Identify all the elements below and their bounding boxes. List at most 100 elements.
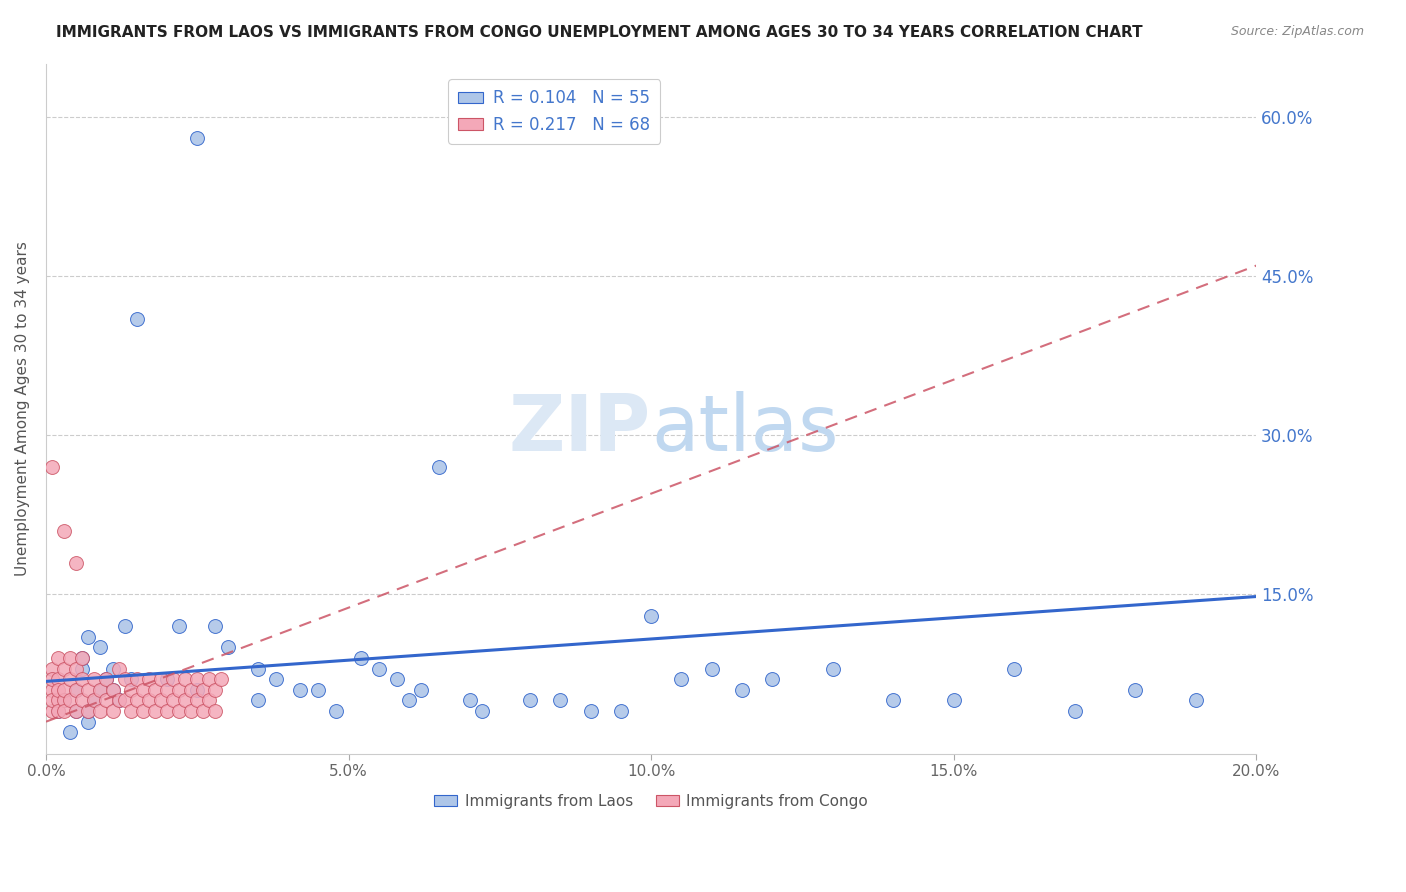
Point xyxy=(77,630,100,644)
Point xyxy=(53,704,76,718)
Point xyxy=(89,640,111,655)
Point xyxy=(731,682,754,697)
Point xyxy=(41,682,63,697)
Point xyxy=(167,682,190,697)
Point xyxy=(821,662,844,676)
Point xyxy=(156,673,179,687)
Point xyxy=(41,460,63,475)
Point xyxy=(65,704,87,718)
Point xyxy=(46,704,69,718)
Point xyxy=(186,682,208,697)
Point xyxy=(96,693,118,707)
Point xyxy=(174,693,197,707)
Point xyxy=(427,460,450,475)
Point xyxy=(193,704,215,718)
Point xyxy=(211,673,233,687)
Point xyxy=(186,693,208,707)
Point xyxy=(288,682,311,697)
Text: ZIP: ZIP xyxy=(509,392,651,467)
Point xyxy=(107,662,129,676)
Point xyxy=(65,556,87,570)
Point xyxy=(132,682,155,697)
Point xyxy=(350,651,373,665)
Point xyxy=(72,693,94,707)
Point xyxy=(53,682,76,697)
Point xyxy=(46,682,69,697)
Point xyxy=(101,662,124,676)
Point xyxy=(325,704,347,718)
Point xyxy=(143,704,166,718)
Point xyxy=(107,693,129,707)
Point xyxy=(411,682,433,697)
Point xyxy=(458,693,481,707)
Point xyxy=(217,640,239,655)
Point xyxy=(162,693,184,707)
Point xyxy=(143,682,166,697)
Point xyxy=(101,704,124,718)
Point xyxy=(114,619,136,633)
Point xyxy=(46,693,69,707)
Point xyxy=(83,673,105,687)
Point xyxy=(77,704,100,718)
Point xyxy=(72,651,94,665)
Point xyxy=(156,704,179,718)
Point xyxy=(41,693,63,707)
Point xyxy=(471,704,494,718)
Point xyxy=(120,704,142,718)
Point xyxy=(167,619,190,633)
Point xyxy=(204,619,226,633)
Point xyxy=(180,682,202,697)
Text: atlas: atlas xyxy=(651,392,838,467)
Point xyxy=(579,704,602,718)
Y-axis label: Unemployment Among Ages 30 to 34 years: Unemployment Among Ages 30 to 34 years xyxy=(15,242,30,576)
Point xyxy=(307,682,329,697)
Point xyxy=(1063,704,1085,718)
Point xyxy=(162,673,184,687)
Point xyxy=(120,673,142,687)
Point xyxy=(59,673,82,687)
Point xyxy=(96,673,118,687)
Point xyxy=(65,682,87,697)
Point xyxy=(59,651,82,665)
Point xyxy=(186,131,208,145)
Point xyxy=(65,662,87,676)
Point xyxy=(72,662,94,676)
Point xyxy=(385,673,408,687)
Text: IMMIGRANTS FROM LAOS VS IMMIGRANTS FROM CONGO UNEMPLOYMENT AMONG AGES 30 TO 34 Y: IMMIGRANTS FROM LAOS VS IMMIGRANTS FROM … xyxy=(56,25,1143,40)
Point xyxy=(1002,662,1025,676)
Point xyxy=(41,673,63,687)
Point xyxy=(149,673,172,687)
Point xyxy=(186,673,208,687)
Point xyxy=(83,693,105,707)
Point xyxy=(53,524,76,538)
Point xyxy=(41,704,63,718)
Point xyxy=(550,693,572,707)
Point xyxy=(89,682,111,697)
Point xyxy=(96,673,118,687)
Point xyxy=(53,662,76,676)
Point xyxy=(114,673,136,687)
Point xyxy=(65,704,87,718)
Point xyxy=(59,725,82,739)
Point xyxy=(671,673,693,687)
Point xyxy=(132,704,155,718)
Point xyxy=(59,693,82,707)
Point xyxy=(101,682,124,697)
Point xyxy=(149,693,172,707)
Point xyxy=(367,662,389,676)
Point xyxy=(41,662,63,676)
Point xyxy=(89,682,111,697)
Point xyxy=(83,693,105,707)
Point xyxy=(125,693,148,707)
Point xyxy=(138,673,160,687)
Point xyxy=(1123,682,1146,697)
Point xyxy=(156,682,179,697)
Point xyxy=(193,682,215,697)
Point xyxy=(120,682,142,697)
Point xyxy=(198,673,221,687)
Point xyxy=(72,651,94,665)
Point xyxy=(398,693,420,707)
Point xyxy=(138,693,160,707)
Point xyxy=(89,704,111,718)
Point xyxy=(174,673,197,687)
